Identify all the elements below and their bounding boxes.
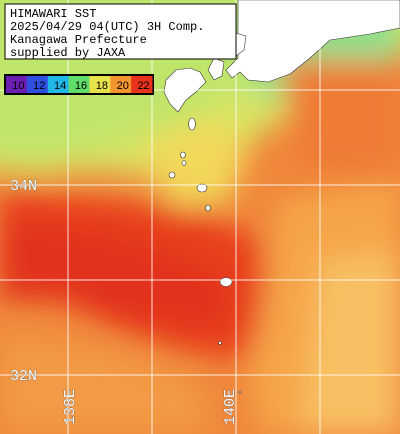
header-line: HIMAWARI SST — [10, 7, 96, 21]
legend-swatch — [89, 76, 111, 93]
legend-swatch — [131, 76, 153, 93]
legend-tick: 22 — [137, 80, 149, 92]
legend-tick: 20 — [117, 80, 129, 92]
legend: 10 12 14 16 18 20 22 — [4, 74, 154, 95]
legend-tick: 16 — [75, 80, 87, 92]
longitude-label: 140E — [222, 389, 239, 425]
land — [163, 0, 400, 394]
latitude-label: 32N — [10, 368, 37, 385]
header-line: supplied by JAXA — [10, 46, 126, 60]
header-box — [4, 3, 237, 60]
legend-swatch — [26, 76, 49, 93]
legend-tick: 10 — [12, 80, 24, 92]
longitude-label: 138E — [62, 389, 79, 425]
legend-tick: 18 — [96, 80, 108, 92]
legend-swatch — [47, 76, 70, 93]
header-line: Kanagawa Prefecture — [10, 33, 147, 47]
latitude-label: 34N — [10, 178, 37, 195]
legend-tick: 14 — [54, 80, 66, 92]
geo-labels: 34N 32N 138E 140E — [10, 178, 240, 426]
header-line: 2025/04/29 04(UTC) 3H Comp. — [10, 20, 204, 34]
legend-swatch — [6, 76, 28, 93]
legend-swatch — [110, 76, 132, 93]
legend-swatch — [68, 76, 90, 93]
legend-tick: 12 — [33, 80, 45, 92]
